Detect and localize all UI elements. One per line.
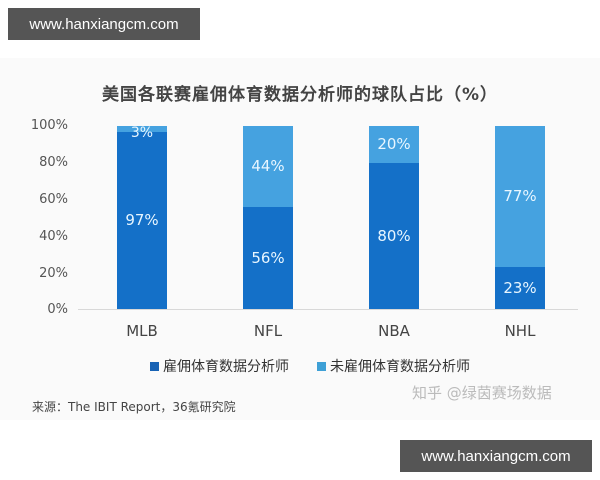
segment-not-employed: 77% xyxy=(495,126,545,267)
bar-mlb: 97% 3% xyxy=(117,126,167,309)
segment-employed: 80% xyxy=(369,162,419,309)
data-label: 20% xyxy=(377,135,411,154)
segment-employed: 97% xyxy=(117,131,167,309)
legend-item-employed: 雇佣体育数据分析师 xyxy=(150,356,289,376)
y-tick: 20% xyxy=(39,266,68,281)
legend-label-employed: 雇佣体育数据分析师 xyxy=(163,359,289,375)
segment-employed: 23% xyxy=(495,266,545,309)
source-note: 来源：The IBIT Report，36氪研究院 xyxy=(32,400,236,414)
y-tick: 100% xyxy=(30,118,68,133)
legend-swatch-employed xyxy=(150,361,159,371)
watermark-top: www.hanxiangcm.com xyxy=(8,8,200,40)
y-tick: 40% xyxy=(39,229,68,244)
x-axis-line xyxy=(78,309,578,310)
x-label-nba: NBA xyxy=(378,322,410,340)
chart-title: 美国各联赛雇佣体育数据分析师的球队占比（%） xyxy=(101,85,499,105)
segment-not-employed: 20% xyxy=(369,126,419,163)
data-label: 23% xyxy=(503,278,537,297)
segment-not-employed: 44% xyxy=(243,126,293,207)
y-tick: 0% xyxy=(47,302,68,317)
data-label: 97% xyxy=(125,211,159,230)
legend-item-not-employed: 未雇佣体育数据分析师 xyxy=(317,356,470,376)
data-label: 56% xyxy=(251,248,285,267)
legend: 雇佣体育数据分析师 未雇佣体育数据分析师 xyxy=(150,356,498,376)
bar-nhl: 23% 77% xyxy=(495,126,545,309)
watermark-bottom: www.hanxiangcm.com xyxy=(400,440,592,472)
x-label-mlb: MLB xyxy=(126,322,158,340)
y-tick: 60% xyxy=(39,192,68,207)
data-label: 44% xyxy=(251,157,285,176)
data-label: 80% xyxy=(377,226,411,245)
x-label-nhl: NHL xyxy=(504,322,536,340)
data-label: 77% xyxy=(503,187,537,206)
y-tick: 80% xyxy=(39,155,68,170)
legend-swatch-not-employed xyxy=(317,361,326,371)
bar-nba: 80% 20% xyxy=(369,126,419,309)
segment-employed: 56% xyxy=(243,206,293,309)
legend-label-not-employed: 未雇佣体育数据分析师 xyxy=(330,359,470,375)
x-label-nfl: NFL xyxy=(253,322,283,340)
zhihu-credit: 知乎 @绿茵赛场数据 xyxy=(412,384,552,402)
segment-not-employed: 3% xyxy=(117,126,167,140)
data-label: 3% xyxy=(130,124,154,141)
bar-nfl: 56% 44% xyxy=(243,126,293,309)
